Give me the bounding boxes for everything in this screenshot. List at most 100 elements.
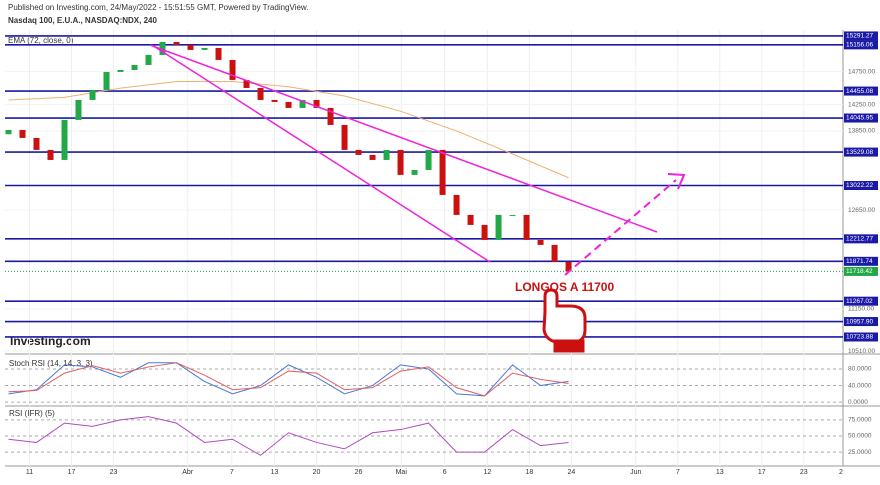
candle	[33, 137, 40, 150]
level-box	[844, 113, 878, 123]
x-tick-label: Mai	[396, 469, 408, 476]
candle	[75, 99, 82, 120]
trend-line	[151, 44, 491, 263]
x-tick-label: Abr	[182, 469, 194, 476]
y-tick-label: 75.0000	[848, 417, 872, 424]
x-tick-label: 7	[230, 469, 234, 476]
candle	[89, 89, 96, 100]
x-tick-label: 17	[758, 469, 766, 476]
candle	[481, 224, 488, 240]
level-box	[844, 147, 878, 157]
candle	[257, 87, 264, 100]
x-tick-label: 23	[800, 469, 808, 476]
candle	[397, 149, 404, 175]
y-tick-label: 13850.00	[848, 128, 875, 135]
chart-title: Nasdaq 100, E.U.A., NASDAQ:NDX, 240	[8, 16, 157, 25]
level-label: 14045.95	[846, 115, 873, 122]
level-box	[844, 256, 878, 266]
candle	[355, 149, 362, 155]
y-tick-label: 12650.00	[848, 207, 875, 214]
indicator-line	[8, 362, 569, 397]
candle	[327, 107, 334, 125]
projection-arrow	[564, 179, 677, 276]
current-price-label: 11718.42	[846, 268, 873, 275]
level-box	[844, 332, 878, 342]
x-tick-label: 2	[839, 469, 843, 476]
candle	[523, 214, 530, 240]
indicator-line	[8, 362, 569, 397]
candle	[383, 149, 390, 160]
x-tick-label: 17	[68, 469, 76, 476]
candle	[313, 99, 320, 108]
candle	[131, 64, 138, 70]
candle	[61, 119, 68, 160]
candle	[341, 124, 348, 150]
level-label: 13022.22	[846, 182, 873, 189]
candle	[271, 99, 278, 102]
level-label: 11267.02	[846, 298, 873, 305]
candle	[19, 129, 26, 138]
level-box	[844, 86, 878, 96]
candle	[439, 149, 446, 195]
y-tick-label: 11150.00	[848, 306, 875, 313]
candle	[117, 69, 124, 72]
y-tick-label: 14750.00	[848, 68, 875, 75]
candle	[187, 44, 194, 50]
x-tick-label: 26	[355, 469, 363, 476]
candle	[285, 101, 292, 108]
level-label: 14455.08	[846, 88, 873, 95]
candle	[5, 129, 12, 135]
annotation: LONGOS A 11700	[515, 280, 614, 294]
candle	[509, 214, 516, 216]
level-box	[844, 234, 878, 244]
panel-title: RSI (IFR) (5)	[9, 409, 55, 418]
level-label: 10723.88	[846, 334, 873, 341]
x-tick-label: 20	[313, 469, 321, 476]
candle	[243, 79, 250, 88]
candle	[369, 154, 376, 160]
y-tick-label: 80.0000	[848, 366, 872, 373]
y-tick-label: 0.0000	[848, 399, 868, 406]
level-label: 13529.08	[846, 149, 873, 156]
y-tick-label: 40.0000	[848, 382, 872, 389]
candle	[229, 59, 236, 80]
candle	[537, 239, 544, 245]
candle	[495, 214, 502, 240]
panel-title: Stoch RSI (14, 14, 3, 3)	[9, 359, 93, 368]
candle	[425, 149, 432, 170]
candle	[551, 244, 558, 262]
current-price-box	[844, 266, 878, 276]
y-tick-label: 10510.00	[848, 348, 875, 355]
level-label: 15291.27	[846, 33, 873, 40]
candle	[159, 41, 166, 55]
x-tick-label: 23	[110, 469, 118, 476]
y-tick-label: 14250.00	[848, 101, 875, 108]
level-label: 10957.90	[846, 318, 873, 325]
level-box	[844, 40, 878, 50]
level-box	[844, 180, 878, 190]
x-tick-label: 12	[483, 469, 491, 476]
level-box	[844, 31, 878, 41]
x-tick-label: 6	[443, 469, 447, 476]
level-label: 15156.06	[846, 42, 873, 49]
candle	[411, 169, 418, 175]
ema-line	[8, 81, 569, 179]
level-box	[844, 296, 878, 306]
published-note: Published on Investing.com, 24/May/2022 …	[8, 3, 308, 12]
candle	[453, 194, 460, 215]
hand-icon	[542, 288, 587, 353]
trend-line	[149, 44, 658, 233]
arrow-head	[667, 173, 686, 190]
level-box	[844, 317, 878, 327]
x-tick-label: 24	[567, 469, 575, 476]
level-label: 12212.77	[846, 236, 873, 243]
candle	[215, 47, 222, 60]
candle	[299, 99, 306, 108]
x-tick-label: 7	[676, 469, 680, 476]
candle	[145, 54, 152, 65]
legend: EMA (72, close, 0)	[8, 36, 74, 45]
candle	[173, 41, 180, 45]
x-tick-label: 18	[525, 469, 533, 476]
